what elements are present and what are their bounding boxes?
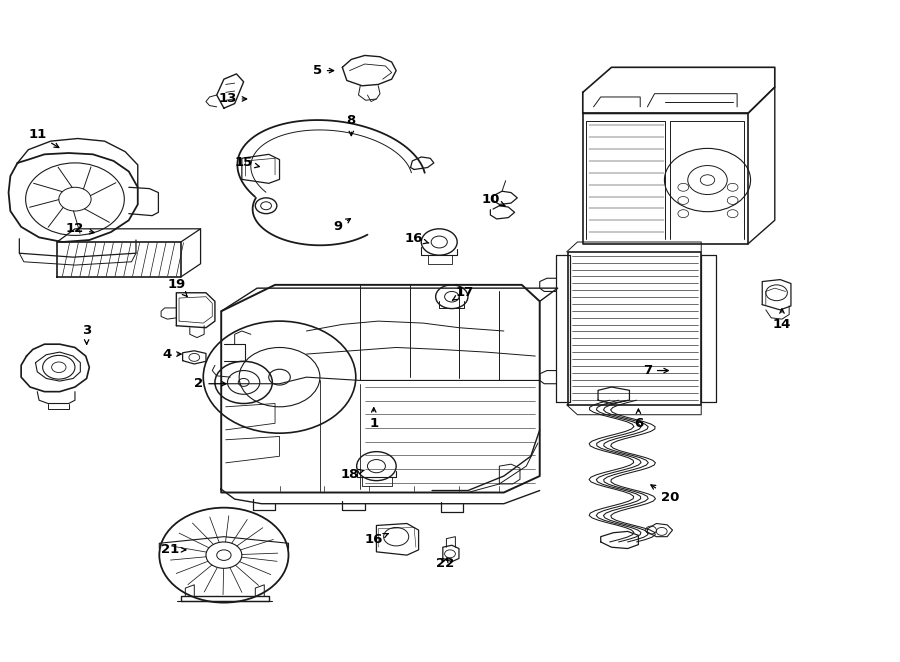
- Text: 22: 22: [436, 557, 454, 569]
- Text: 2: 2: [194, 377, 226, 390]
- Text: 20: 20: [651, 485, 679, 504]
- Text: 21: 21: [161, 544, 185, 556]
- Text: 19: 19: [167, 278, 187, 297]
- Text: 16: 16: [364, 534, 389, 546]
- Text: 14: 14: [773, 308, 791, 331]
- Text: 8: 8: [346, 114, 356, 136]
- Text: 16: 16: [405, 232, 428, 245]
- Text: 17: 17: [453, 286, 473, 301]
- Text: 9: 9: [333, 218, 350, 233]
- Text: 10: 10: [482, 193, 505, 206]
- Text: 18: 18: [340, 467, 364, 481]
- Text: 12: 12: [66, 222, 94, 235]
- Text: 11: 11: [28, 128, 58, 148]
- Text: 7: 7: [643, 364, 669, 377]
- Text: 3: 3: [82, 324, 91, 344]
- Text: 6: 6: [634, 409, 643, 430]
- Text: 1: 1: [369, 408, 378, 430]
- Text: 4: 4: [163, 348, 181, 361]
- Text: 13: 13: [219, 93, 247, 105]
- Text: 15: 15: [235, 156, 259, 169]
- Text: 5: 5: [312, 64, 334, 77]
